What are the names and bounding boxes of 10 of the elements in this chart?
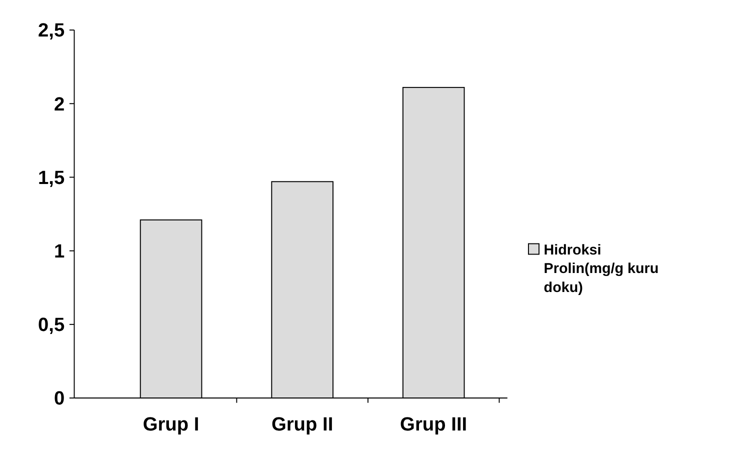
y-tick-label: 1,5	[38, 168, 66, 189]
legend-label: Hidroksi Prolin(mg/g kuru doku)	[544, 242, 659, 296]
y-tick-label: 0,5	[38, 315, 66, 336]
y-tick-label: 2	[54, 94, 65, 116]
x-tick-label: Grup II	[271, 414, 334, 436]
x-tick-label: Grup I	[142, 414, 200, 436]
y-tick-label: 0	[54, 388, 65, 410]
y-tick-label: 2,5	[38, 20, 66, 42]
y-tick-label: 1	[54, 242, 66, 263]
x-tick-label: Grup III	[400, 414, 468, 436]
